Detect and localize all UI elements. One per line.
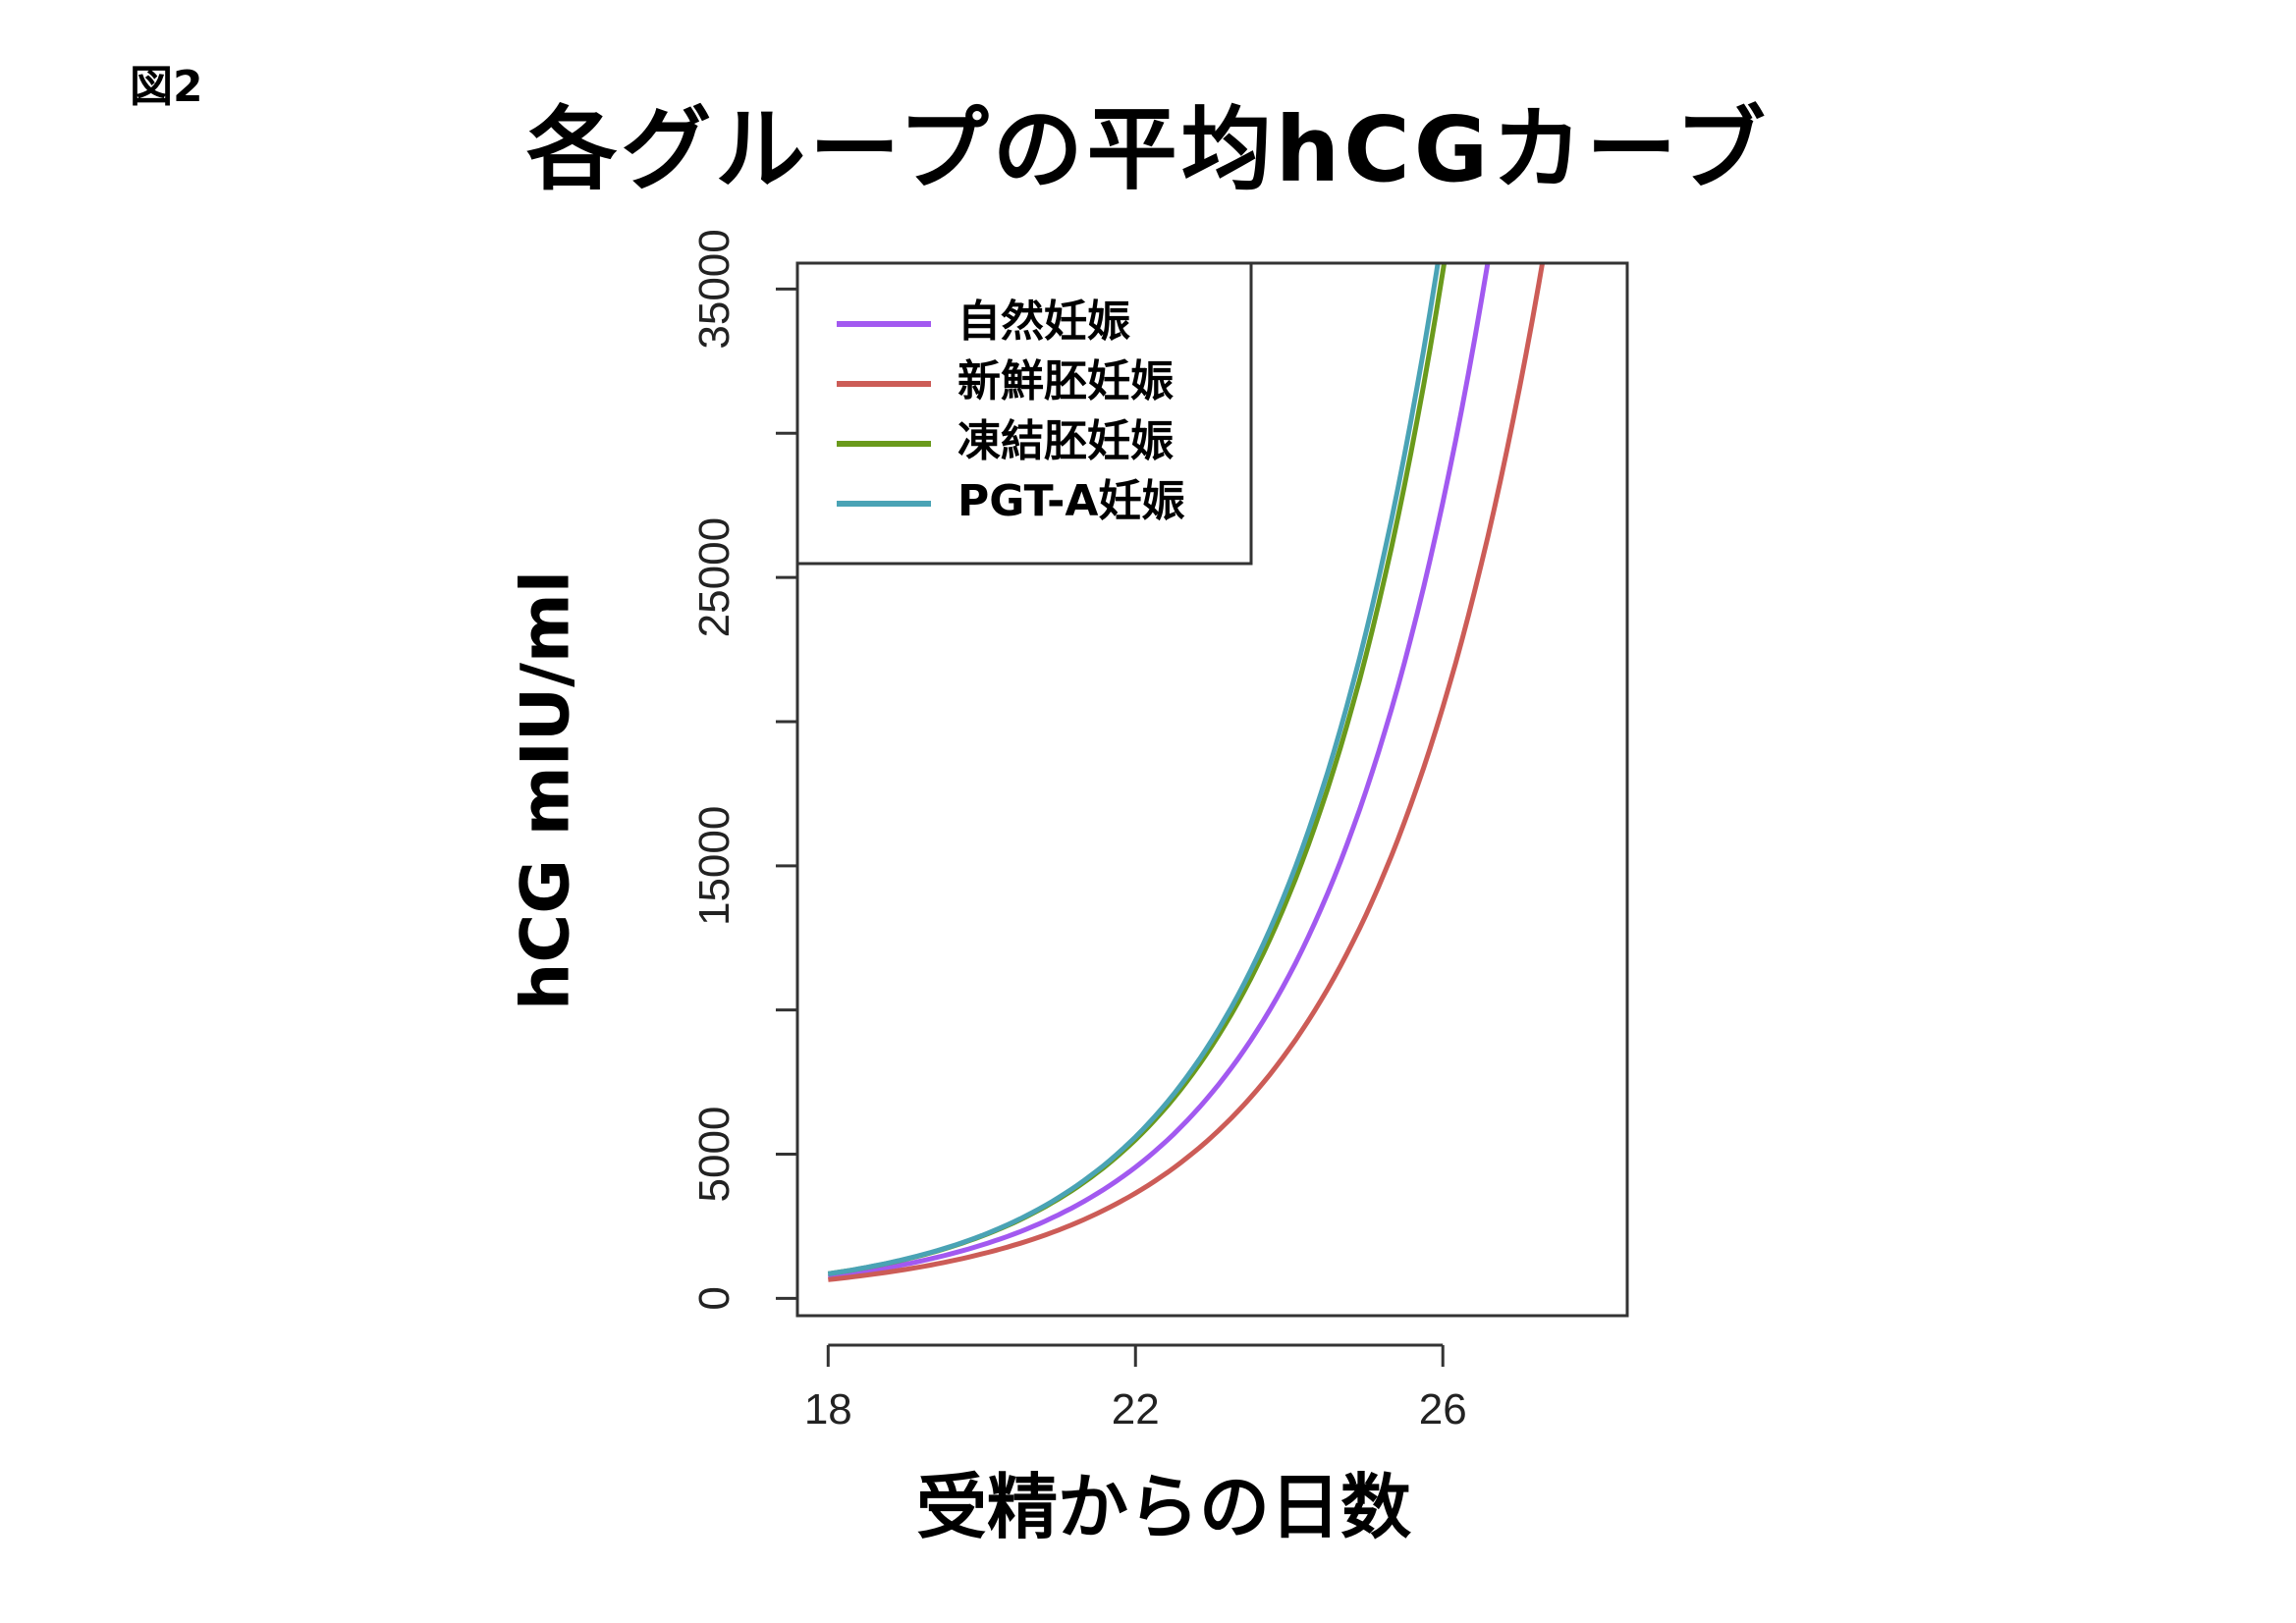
chart-title: 各グループの平均hCGカーブ	[526, 97, 1770, 202]
y-tick-label: 35000	[690, 229, 738, 349]
figure-label: 図2	[130, 62, 203, 112]
legend-box	[795, 261, 1253, 566]
x-axis-title: 受精からの日数	[916, 1466, 1411, 1548]
x-tick-label: 22	[1112, 1385, 1160, 1434]
y-tick-label: 5000	[690, 1107, 738, 1203]
series-line-2	[828, 263, 1546, 1282]
y-tick-label: 0	[690, 1286, 738, 1310]
x-tick-label: 26	[1419, 1385, 1467, 1434]
legend-label: PGT-A妊娠	[957, 476, 1184, 526]
series-line-1	[827, 263, 1491, 1279]
legend-label: 新鮮胚妊娠	[957, 356, 1174, 406]
y-tick-label: 15000	[690, 806, 738, 926]
legend-label: 自然妊娠	[957, 297, 1130, 347]
series-line-4	[827, 263, 1441, 1276]
series-line-3	[827, 263, 1448, 1276]
y-tick-label: 25000	[690, 517, 738, 637]
legend-label: 凍結胚妊娠	[957, 416, 1174, 466]
y-axis-title: hCG mIU/ml	[508, 570, 585, 1010]
x-tick-label: 18	[804, 1385, 852, 1434]
